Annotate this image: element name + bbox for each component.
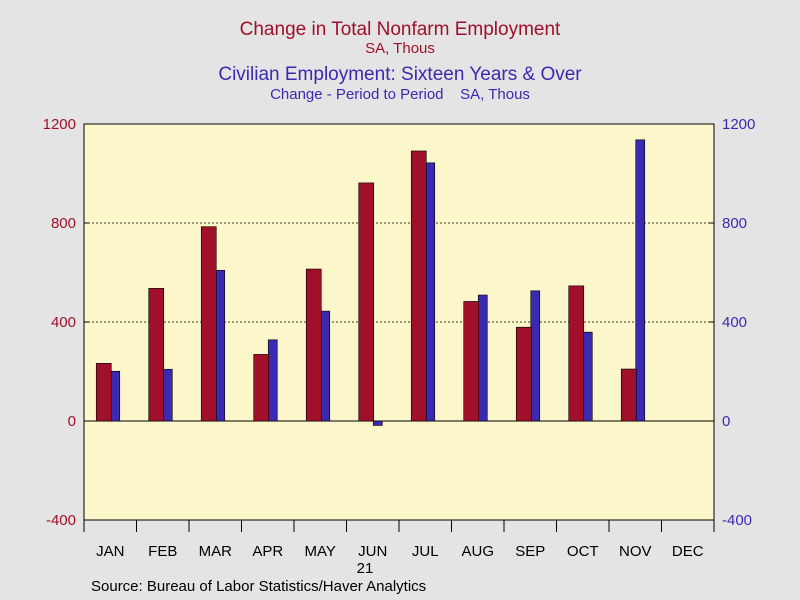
year-label: 21 <box>357 560 374 577</box>
x-tick-label: JAN <box>96 543 124 560</box>
x-tick-label: JUN <box>358 543 387 560</box>
source-note: Source: Bureau of Labor Statistics/Haver… <box>91 578 427 595</box>
x-tick-label: JUL <box>412 543 439 560</box>
series1-subtitle: SA, Thous <box>365 40 435 57</box>
x-tick-label: SEP <box>515 543 545 560</box>
bar-series1 <box>463 301 480 422</box>
x-tick-label: FEB <box>148 543 177 560</box>
bar-series2 <box>372 420 383 426</box>
bar-series1 <box>620 368 637 422</box>
y-tick-label-right: 800 <box>722 215 747 232</box>
bar-series2 <box>215 269 226 422</box>
bar-series1 <box>358 182 375 422</box>
y-tick-label-left: 800 <box>51 215 76 232</box>
bar-series2 <box>162 368 173 422</box>
bar-series1 <box>95 363 112 422</box>
plot-area <box>84 124 714 520</box>
bar-series2 <box>582 331 593 422</box>
bar-series2 <box>635 139 646 422</box>
y-tick-label-left: -400 <box>46 512 76 529</box>
y-tick-label-right: 400 <box>722 314 747 331</box>
x-tick-label: AUG <box>461 543 494 560</box>
bar-series1 <box>200 226 217 422</box>
x-tick-label: APR <box>252 543 283 560</box>
series2-subtitle: Change - Period to Period SA, Thous <box>270 86 530 103</box>
y-tick-label-right: 1200 <box>722 116 755 133</box>
y-tick-label-right: 0 <box>722 413 730 430</box>
bar-series1 <box>568 285 585 422</box>
x-tick-label: OCT <box>567 543 599 560</box>
bar-series1 <box>515 326 532 422</box>
bar-series1 <box>305 268 322 422</box>
bar-series1 <box>253 354 270 422</box>
series1-title: Change in Total Nonfarm Employment <box>239 19 561 40</box>
y-tick-label-left: 400 <box>51 314 76 331</box>
x-tick-label: DEC <box>672 543 704 560</box>
x-tick-label: MAR <box>199 543 233 560</box>
y-tick-label-left: 1200 <box>43 116 76 133</box>
y-tick-label-right: -400 <box>722 512 752 529</box>
x-tick-label: MAY <box>305 543 336 560</box>
bar-series2 <box>267 339 278 422</box>
bar-series2 <box>425 162 436 422</box>
y-tick-label-left: 0 <box>68 413 76 430</box>
bar-series2 <box>530 290 541 422</box>
x-tick-label: NOV <box>619 543 652 560</box>
bar-series1 <box>410 150 427 422</box>
bar-series2 <box>320 310 331 422</box>
bar-series1 <box>148 288 165 422</box>
bar-series2 <box>477 294 488 422</box>
bar-series2 <box>110 370 121 422</box>
series2-title: Civilian Employment: Sixteen Years & Ove… <box>218 64 582 85</box>
